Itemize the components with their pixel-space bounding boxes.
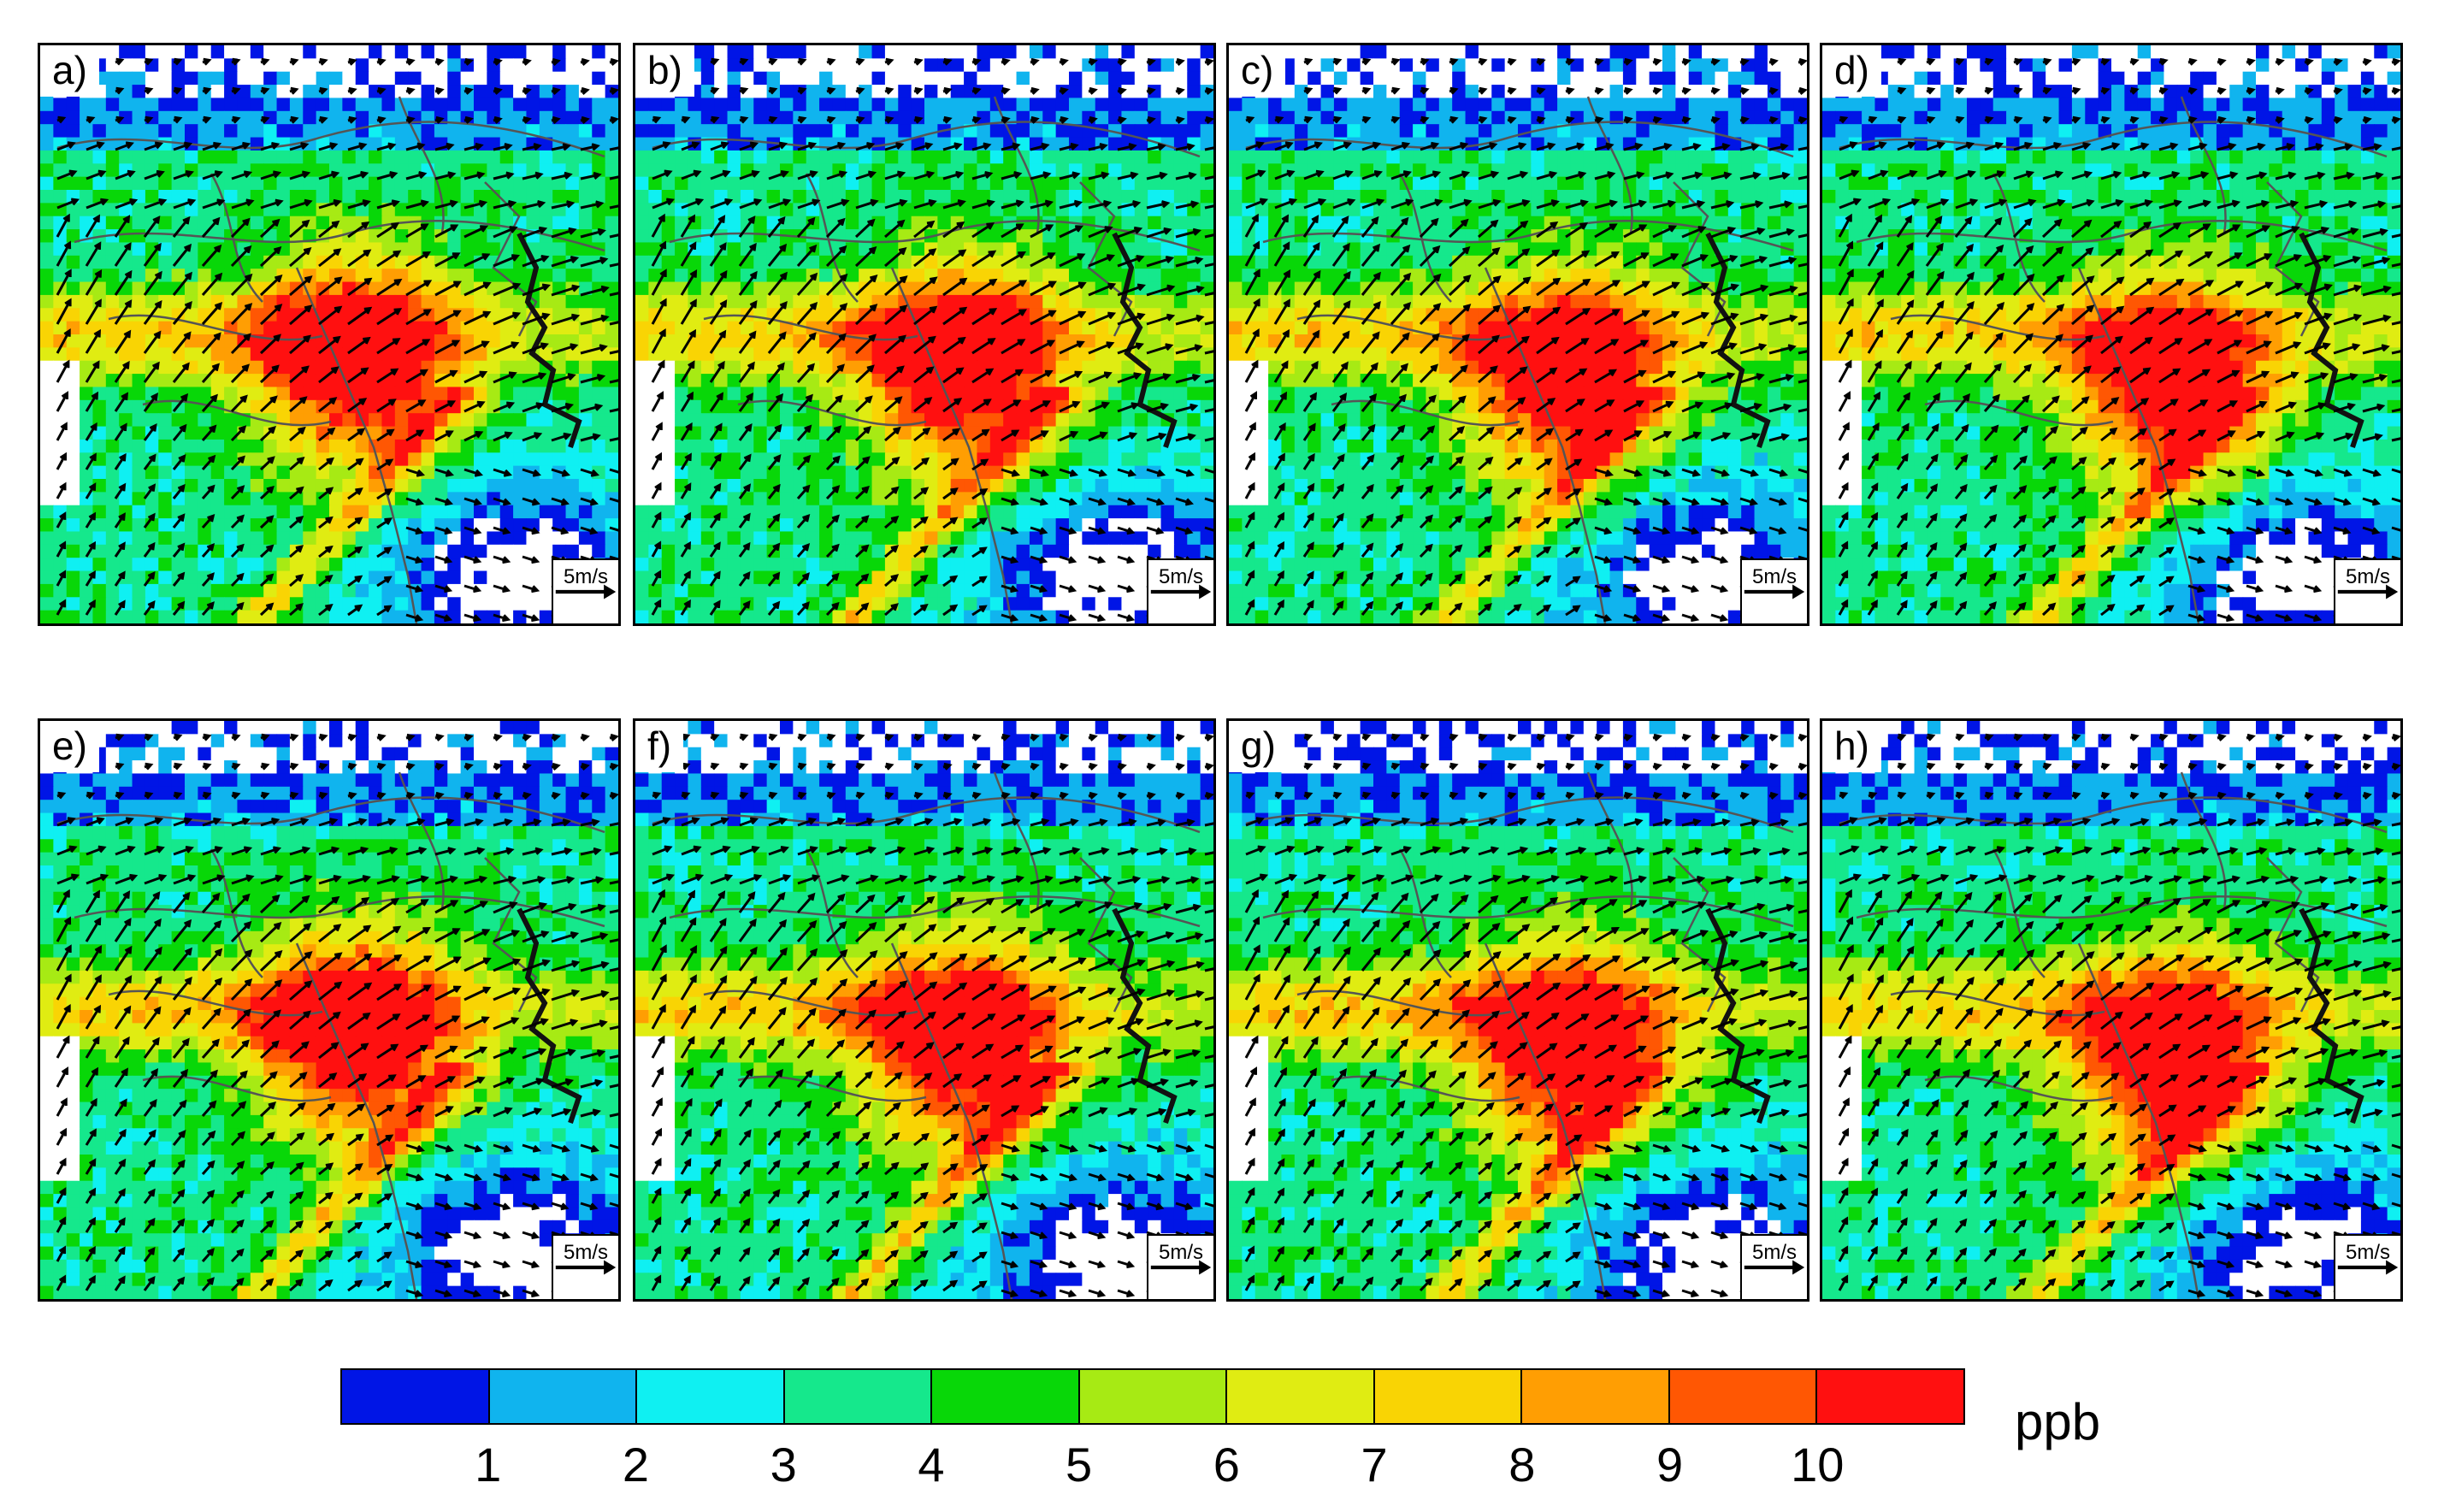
colorbar-box xyxy=(637,1370,785,1423)
wind-scale-label: 5m/s xyxy=(1148,565,1213,589)
wind-scale-label: 5m/s xyxy=(1742,1241,1807,1265)
colorbar-box xyxy=(784,1370,933,1423)
panel-label: b) xyxy=(635,45,694,97)
boundary-lines xyxy=(652,96,1201,623)
concentration-field xyxy=(635,721,1213,1299)
colorbar-box xyxy=(1374,1370,1523,1423)
colorbar-box xyxy=(1817,1370,1964,1423)
wind-vectors xyxy=(1838,733,2400,1298)
wind-vectors xyxy=(1838,57,2400,623)
colorbar-tick-label: 4 xyxy=(918,1437,944,1492)
wind-scale-label: 5m/s xyxy=(1742,565,1807,589)
arrow-right-icon xyxy=(1150,1260,1212,1275)
map-panel-h: h) 5m/s xyxy=(1820,718,2403,1302)
wind-scale-legend: 5m/s xyxy=(552,1234,618,1299)
colorbar-tick-label: 5 xyxy=(1066,1437,1092,1492)
wind-scale-label: 5m/s xyxy=(1148,1241,1213,1265)
concentration-map xyxy=(635,45,1213,623)
panel-label: a) xyxy=(40,45,99,97)
boundary-lines xyxy=(1245,771,1794,1299)
wind-vectors xyxy=(56,57,618,623)
wind-scale-legend: 5m/s xyxy=(1740,558,1807,623)
wind-scale-legend: 5m/s xyxy=(1147,1234,1213,1299)
panel-label: c) xyxy=(1229,45,1286,97)
colorbar-box xyxy=(489,1370,638,1423)
panel-label: d) xyxy=(1822,45,1881,97)
colorbar-tick-label: 2 xyxy=(623,1437,649,1492)
wind-scale-label: 5m/s xyxy=(553,565,618,589)
arrow-right-icon xyxy=(1744,1260,1805,1275)
panel-label: h) xyxy=(1822,721,1881,772)
panel-label: f) xyxy=(635,721,684,772)
concentration-map xyxy=(40,45,618,623)
wind-scale-legend: 5m/s xyxy=(552,558,618,623)
wind-vectors xyxy=(1244,733,1807,1298)
arrow-right-icon xyxy=(555,1260,617,1275)
map-panel-c: c) 5m/s xyxy=(1226,43,1809,626)
map-panel-b: b) 5m/s xyxy=(633,43,1216,626)
arrow-right-icon xyxy=(2337,584,2399,599)
concentration-map xyxy=(1229,721,1807,1299)
wind-vectors xyxy=(651,733,1213,1298)
arrow-right-icon xyxy=(2337,1260,2399,1275)
colorbar xyxy=(340,1368,1965,1425)
colorbar-tick-label: 3 xyxy=(770,1437,797,1492)
wind-scale-label: 5m/s xyxy=(2335,1241,2400,1265)
panel-label: e) xyxy=(40,721,99,772)
wind-scale-legend: 5m/s xyxy=(2334,1234,2400,1299)
colorbar-box xyxy=(1669,1370,1818,1423)
colorbar-tick-label: 6 xyxy=(1213,1437,1240,1492)
concentration-map xyxy=(1822,45,2400,623)
colorbar-unit: ppb xyxy=(2015,1392,2100,1451)
boundary-lines xyxy=(1245,96,1794,623)
colorbar-tick-label: 10 xyxy=(1791,1437,1844,1492)
map-panel-d: d) 5m/s xyxy=(1820,43,2403,626)
wind-scale-legend: 5m/s xyxy=(1740,1234,1807,1299)
colorbar-tick-label: 9 xyxy=(1656,1437,1683,1492)
map-panel-g: g) 5m/s xyxy=(1226,718,1809,1302)
colorbar-tick-label: 8 xyxy=(1508,1437,1535,1492)
boundary-lines xyxy=(1839,96,2388,623)
boundary-lines xyxy=(1839,771,2388,1299)
map-panel-a: a) 5m/s xyxy=(38,43,621,626)
arrow-right-icon xyxy=(1744,584,1805,599)
wind-scale-legend: 5m/s xyxy=(2334,558,2400,623)
concentration-map xyxy=(1822,721,2400,1299)
boundary-lines xyxy=(56,771,605,1299)
wind-vectors xyxy=(651,57,1213,623)
wind-vectors xyxy=(56,733,618,1298)
map-panel-e: e) 5m/s xyxy=(38,718,621,1302)
colorbar-tick-label: 1 xyxy=(475,1437,501,1492)
concentration-map xyxy=(635,721,1213,1299)
arrow-right-icon xyxy=(1150,584,1212,599)
colorbar-box xyxy=(342,1370,490,1423)
boundary-lines xyxy=(56,96,605,623)
colorbar-box xyxy=(1522,1370,1670,1423)
arrow-right-icon xyxy=(555,584,617,599)
panel-label: g) xyxy=(1229,721,1288,772)
wind-vectors xyxy=(1244,57,1807,623)
colorbar-tick-label: 7 xyxy=(1361,1437,1388,1492)
wind-scale-label: 5m/s xyxy=(553,1241,618,1265)
wind-scale-legend: 5m/s xyxy=(1147,558,1213,623)
colorbar-box xyxy=(1079,1370,1228,1423)
concentration-map xyxy=(40,721,618,1299)
concentration-map xyxy=(1229,45,1807,623)
colorbar-box xyxy=(932,1370,1080,1423)
colorbar-box xyxy=(1227,1370,1375,1423)
wind-scale-label: 5m/s xyxy=(2335,565,2400,589)
map-panel-f: f) 5m/s xyxy=(633,718,1216,1302)
